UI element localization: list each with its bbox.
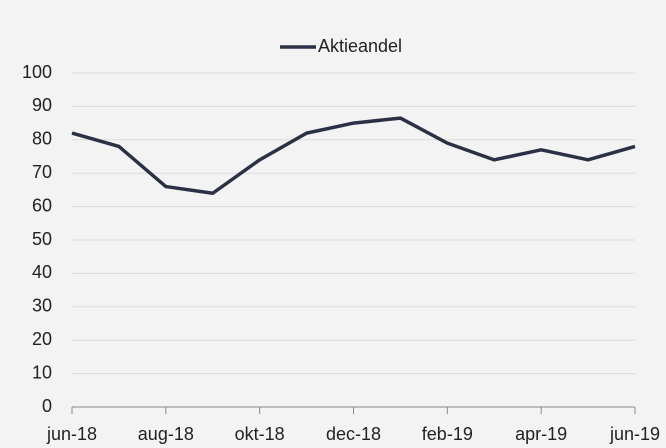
x-tick-label: aug-18 (138, 424, 194, 444)
y-tick-label: 10 (32, 362, 52, 382)
y-tick-label: 50 (32, 229, 52, 249)
x-tick-label: jun-19 (609, 424, 660, 444)
data-line (71, 116, 636, 195)
y-tick-label: 40 (32, 262, 52, 282)
y-tick-label: 20 (32, 329, 52, 349)
x-tick-label: apr-19 (515, 424, 567, 444)
y-tick-label: 30 (32, 296, 52, 316)
x-tick-label: jun-18 (46, 424, 97, 444)
y-tick-label: 60 (32, 195, 52, 215)
y-tick-label: 0 (42, 396, 52, 416)
legend-label: Aktieandel (318, 36, 402, 56)
y-tick-label: 90 (32, 95, 52, 115)
y-tick-label: 100 (22, 62, 52, 82)
y-tick-label: 80 (32, 129, 52, 149)
x-tick-label: feb-19 (422, 424, 473, 444)
x-tick-label: okt-18 (235, 424, 285, 444)
y-tick-label: 70 (32, 162, 52, 182)
x-tick-label: dec-18 (326, 424, 381, 444)
